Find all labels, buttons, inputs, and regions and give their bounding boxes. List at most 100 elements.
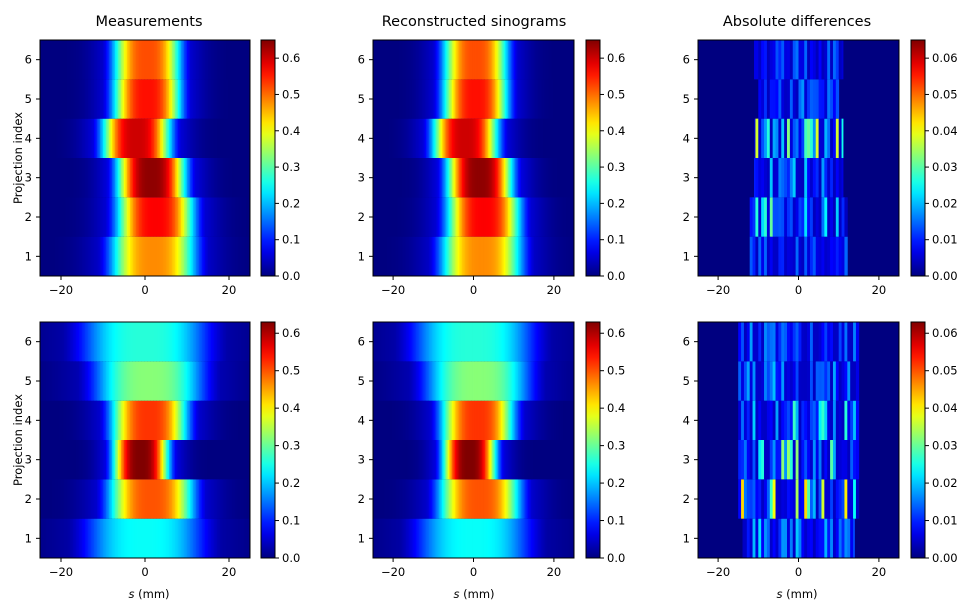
heatmap-cell — [529, 158, 532, 198]
heatmap-cell — [805, 361, 808, 401]
heatmap-cell — [817, 322, 819, 362]
heatmap-cell — [463, 322, 466, 362]
heatmap-cell — [535, 118, 538, 158]
heatmap-cell — [828, 479, 831, 519]
heatmap-cell — [190, 236, 192, 276]
heatmap-cell — [569, 361, 572, 401]
heatmap-cell — [520, 158, 523, 198]
heatmap-cell — [224, 79, 227, 119]
heatmap-cell — [205, 518, 207, 558]
heatmap-cell — [73, 118, 75, 158]
heatmap-cell — [83, 236, 86, 276]
heatmap-cell — [753, 518, 756, 558]
heatmap-cell — [194, 118, 197, 158]
heatmap-cell — [512, 236, 515, 276]
heatmap-cell — [103, 236, 105, 276]
heatmap-cell — [86, 322, 89, 362]
y-tick-label: 5 — [358, 374, 365, 388]
heatmap-cell — [772, 440, 775, 480]
heatmap-cell — [571, 322, 573, 362]
heatmap-cell — [136, 440, 138, 480]
heatmap-cell — [539, 40, 542, 80]
heatmap-cell — [89, 197, 92, 237]
heatmap-cell — [555, 518, 558, 558]
heatmap-cell — [416, 440, 418, 480]
heatmap-cell — [196, 518, 198, 558]
heatmap-cell — [414, 322, 417, 362]
heatmap-cell — [530, 158, 533, 198]
heatmap-cell — [447, 479, 450, 519]
heatmap-cell — [446, 79, 449, 119]
heatmap-cell — [178, 197, 180, 237]
heatmap-cell — [451, 158, 454, 198]
heatmap-cell — [400, 361, 403, 401]
heatmap-cell — [519, 440, 522, 480]
heatmap-cell — [152, 40, 155, 80]
heatmap-cell — [116, 197, 119, 237]
heatmap-cell — [407, 518, 410, 558]
heatmap-cell — [221, 518, 224, 558]
heatmap-cell — [551, 79, 553, 119]
heatmap-cell — [532, 322, 535, 362]
heatmap-cell — [789, 197, 792, 237]
heatmap-cell — [563, 479, 566, 519]
heatmap-cell — [530, 518, 533, 558]
heatmap-cell — [154, 400, 156, 440]
heatmap-cell — [457, 79, 460, 119]
heatmap-cell — [88, 236, 90, 276]
heatmap-cell — [832, 40, 835, 80]
heatmap-cell — [224, 518, 227, 558]
heatmap-cell — [55, 361, 57, 401]
heatmap-cell — [801, 236, 804, 276]
heatmap-cell — [454, 236, 457, 276]
heatmap-cell — [247, 322, 249, 362]
heatmap-cell — [518, 158, 520, 198]
heatmap-cell — [179, 79, 182, 119]
heatmap-cell — [400, 518, 403, 558]
heatmap-cell — [835, 40, 838, 80]
heatmap-cell — [74, 361, 77, 401]
heatmap-cell — [802, 158, 805, 198]
heatmap-cell — [787, 158, 789, 198]
heatmap-cell — [496, 118, 499, 158]
heatmap-cell — [834, 322, 837, 362]
heatmap-cell — [374, 361, 377, 401]
heatmap-cell — [451, 197, 454, 237]
colorbar-tick-label: 0.3 — [607, 439, 625, 453]
heatmap-cell — [65, 118, 68, 158]
heatmap-cell — [565, 236, 568, 276]
heatmap-cell — [525, 440, 528, 480]
heatmap-cell — [92, 118, 95, 158]
heatmap-cell — [463, 440, 466, 480]
heatmap-cell — [178, 518, 180, 558]
heatmap-cell — [808, 440, 811, 480]
heatmap-cell — [762, 361, 765, 401]
heatmap-cell — [238, 518, 240, 558]
heatmap-cell — [528, 479, 530, 519]
heatmap-cell — [248, 518, 251, 558]
heatmap-cell — [433, 197, 436, 237]
heatmap-cell — [738, 440, 741, 480]
heatmap-cell — [506, 197, 509, 237]
heatmap-cell — [824, 236, 827, 276]
heatmap-cell — [125, 322, 128, 362]
heatmap-cell — [130, 158, 132, 198]
heatmap-cell — [832, 197, 835, 237]
heatmap-cell — [70, 197, 72, 237]
heatmap-cell — [109, 440, 111, 480]
heatmap-cell — [480, 118, 483, 158]
heatmap-cell — [191, 236, 194, 276]
heatmap-cell — [77, 322, 80, 362]
heatmap-cell — [776, 322, 779, 362]
heatmap-cell — [467, 79, 470, 119]
heatmap-cell — [543, 158, 546, 198]
heatmap-cell — [242, 479, 245, 519]
heatmap-cell — [142, 361, 144, 401]
heatmap-cell — [855, 440, 858, 480]
heatmap-cell — [125, 479, 128, 519]
heatmap-cell — [831, 118, 834, 158]
heatmap-cell — [152, 479, 155, 519]
heatmap-cell — [785, 361, 788, 401]
heatmap-cell — [482, 400, 484, 440]
heatmap-cell — [73, 236, 75, 276]
